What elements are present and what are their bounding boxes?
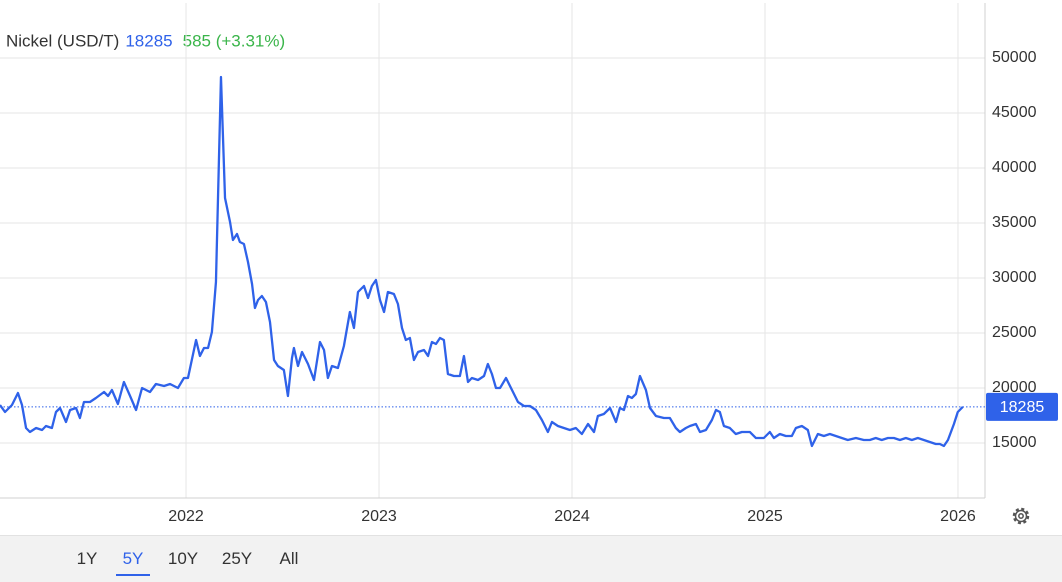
grid — [0, 3, 985, 498]
gear-body — [1014, 509, 1028, 523]
price-change: 585 (+3.31%) — [183, 31, 286, 50]
settings-icon[interactable] — [1012, 507, 1030, 525]
gear-teeth — [1012, 507, 1030, 525]
x-tick-label: 2025 — [747, 508, 783, 525]
y-tick-label: 15000 — [992, 434, 1037, 451]
x-tick-label: 2026 — [940, 508, 976, 525]
last-price-box — [986, 392, 1058, 421]
range-button[interactable]: 10Y — [167, 549, 199, 568]
y-tick-label: 25000 — [992, 324, 1037, 341]
x-tick-label: 2023 — [361, 508, 397, 525]
x-tick-label: 2022 — [168, 508, 204, 525]
y-tick-label: 40000 — [992, 159, 1037, 176]
y-tick-label: 20000 — [992, 379, 1037, 396]
y-tick-label: 50000 — [992, 49, 1037, 66]
y-tick-label: 35000 — [992, 214, 1037, 231]
range-button[interactable]: 1Y — [76, 549, 98, 568]
last-price-label: 18285 — [1000, 399, 1045, 416]
y-tick-label: 30000 — [992, 269, 1037, 286]
last-price: 18285 — [125, 31, 172, 50]
title: Nickel (USD/T) — [6, 31, 119, 50]
x-tick-label: 2024 — [554, 508, 590, 525]
y-tick-label: 45000 — [992, 104, 1037, 121]
range-button[interactable]: 5Y — [116, 546, 150, 576]
range-button[interactable]: All — [279, 549, 299, 568]
range-button[interactable]: 25Y — [221, 549, 253, 568]
gear-hole — [1018, 513, 1024, 519]
range-bar: 1Y 5Y 10Y 25Y All — [0, 535, 1062, 582]
chart: Nickel (USD/T) 18285 585 (+3.31%) 15000 2… — [0, 3, 1058, 525]
price-line — [0, 75, 964, 448]
